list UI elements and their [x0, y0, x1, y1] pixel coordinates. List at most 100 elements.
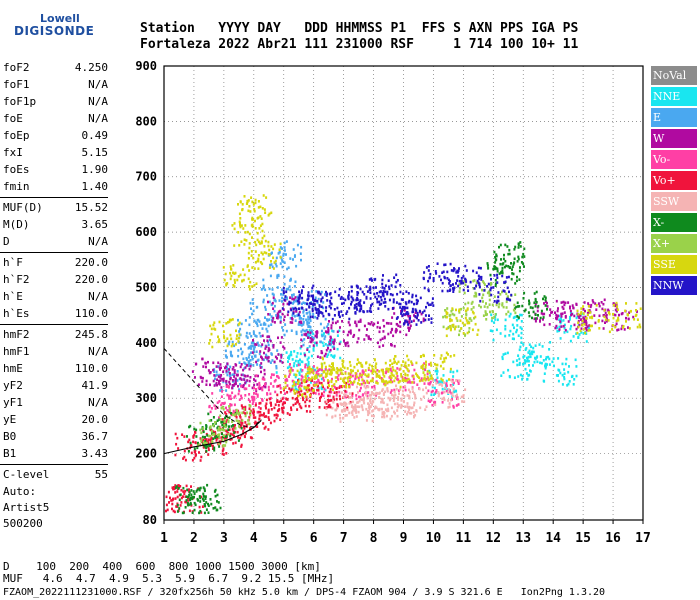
echo-point: [225, 322, 228, 325]
echo-point: [305, 388, 308, 392]
echo-point: [558, 328, 561, 331]
echo-point: [495, 303, 498, 307]
echo-point: [381, 369, 384, 373]
echo-point: [462, 332, 465, 335]
echo-point: [218, 436, 221, 440]
echo-point: [378, 370, 381, 373]
echo-point: [239, 222, 241, 225]
data-point: [189, 496, 192, 500]
echo-point: [273, 309, 276, 313]
echo-point: [356, 308, 358, 311]
echo-point: [183, 435, 186, 438]
echo-point: [239, 327, 242, 331]
echo-point: [518, 278, 521, 281]
echo-point: [545, 357, 547, 361]
echo-point: [453, 354, 456, 357]
echo-point: [237, 413, 240, 416]
echo-point: [176, 495, 179, 499]
y-tick-label: 900: [135, 59, 157, 73]
echo-point: [231, 368, 234, 371]
echo-point: [306, 334, 309, 337]
echo-point: [556, 330, 559, 333]
echo-point: [468, 327, 471, 330]
echo-point: [264, 239, 267, 243]
echo-point: [321, 368, 324, 372]
echo-point: [391, 293, 394, 297]
echo-point: [426, 375, 429, 379]
echo-point: [452, 388, 455, 391]
echo-point: [296, 314, 299, 317]
echo-point: [502, 371, 505, 374]
echo-point: [629, 310, 632, 313]
echo-point: [398, 302, 401, 306]
echo-point: [348, 385, 351, 388]
echo-point: [302, 379, 305, 382]
echo-point: [239, 273, 242, 277]
echo-point: [314, 334, 317, 338]
echo-point: [452, 375, 455, 378]
echo-point: [418, 376, 421, 379]
echo-point: [451, 398, 453, 401]
echo-point: [203, 487, 206, 491]
data-point: [312, 391, 315, 394]
echo-point: [427, 288, 430, 291]
echo-point: [534, 317, 537, 320]
echo-point: [346, 408, 349, 412]
param-value: 0.49: [81, 129, 109, 142]
echo-point: [333, 398, 335, 401]
echo-point: [445, 384, 448, 388]
echo-point: [212, 507, 215, 510]
profile-extrapolation: [163, 348, 262, 428]
echo-point: [240, 378, 243, 381]
echo-point: [211, 433, 214, 437]
echo-point: [303, 380, 306, 384]
echo-point: [563, 331, 566, 334]
param-value: N/A: [88, 290, 108, 303]
echo-point: [513, 326, 515, 330]
echo-point: [332, 388, 334, 392]
echo-point: [305, 318, 308, 322]
echo-point: [365, 285, 368, 288]
echo-point: [294, 359, 297, 363]
echo-point: [327, 381, 330, 385]
echo-point: [499, 243, 502, 247]
echo-point: [416, 383, 419, 386]
echo-point: [256, 363, 259, 366]
echo-point: [307, 364, 310, 368]
echo-point: [308, 350, 311, 354]
echo-point: [295, 355, 298, 358]
echo-point: [409, 411, 411, 415]
echo-point: [296, 369, 299, 373]
echo-point: [516, 315, 519, 318]
echo-point: [534, 299, 537, 302]
echo-point: [248, 332, 251, 335]
echo-point: [308, 378, 311, 381]
echo-point: [445, 315, 448, 319]
echo-point: [289, 317, 292, 320]
x-tick-label: 7: [340, 531, 348, 546]
echo-point: [244, 224, 247, 227]
echo-point: [281, 307, 284, 310]
echo-point: [384, 390, 387, 394]
echo-point: [347, 372, 350, 375]
echo-point: [449, 284, 452, 288]
echo-point: [426, 370, 429, 373]
y-tick-label: 800: [135, 114, 157, 128]
echo-point: [382, 319, 385, 322]
echo-point: [531, 316, 533, 320]
echo-point: [396, 367, 399, 370]
echo-point: [407, 410, 410, 414]
echo-point: [411, 295, 414, 299]
echo-point: [512, 262, 515, 266]
echo-point: [307, 324, 310, 328]
echo-point: [581, 319, 584, 323]
echo-point: [554, 311, 556, 314]
echo-point: [371, 403, 374, 406]
echo-point: [390, 393, 393, 397]
echo-point: [503, 265, 506, 269]
echo-point: [397, 398, 400, 401]
echo-point: [555, 324, 558, 328]
echo-point: [398, 392, 400, 395]
echo-point: [207, 502, 209, 506]
echo-point: [544, 296, 547, 300]
